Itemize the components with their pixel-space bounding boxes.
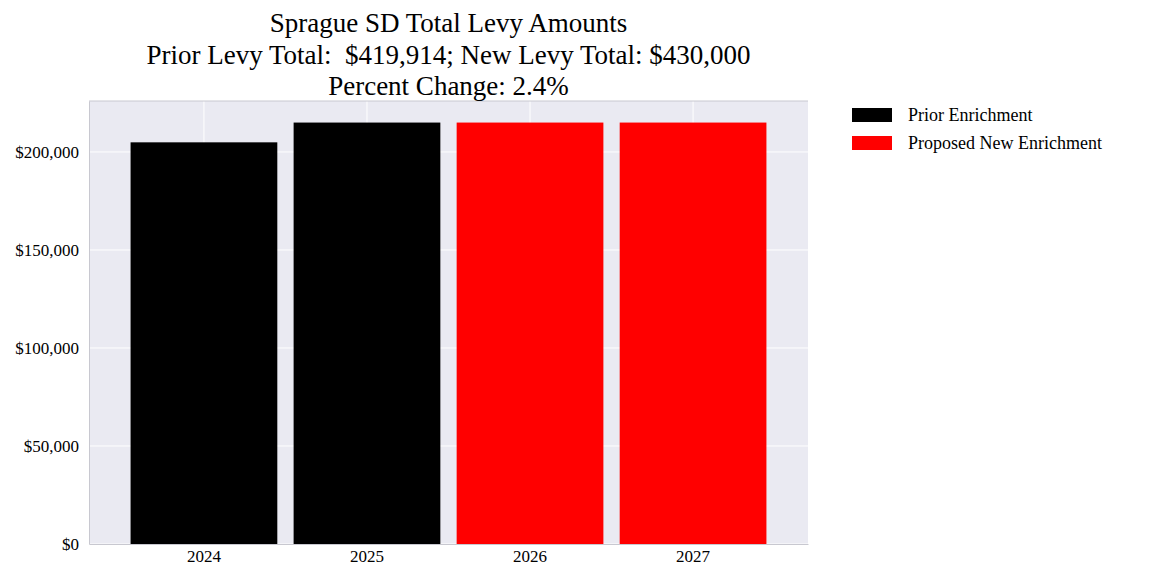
bar — [294, 123, 441, 544]
tick-label: $200,000 — [15, 143, 79, 162]
title-line: Sprague SD Total Levy Amounts — [270, 8, 628, 38]
title: Sprague SD Total Levy AmountsPrior Levy … — [146, 8, 750, 101]
bar — [620, 123, 767, 544]
tick: $200,000 — [15, 143, 89, 162]
x-axis: 2024 2025 2026 2027 — [90, 544, 809, 566]
title-line: Prior Levy Total: $419,914; New Levy Tot… — [146, 40, 750, 70]
tick: $0 — [62, 535, 89, 554]
legend-label: Proposed New Enrichment — [908, 133, 1102, 153]
legend-item: Proposed New Enrichment — [852, 133, 1102, 153]
plot-background — [89, 101, 808, 544]
tick: 2026 — [513, 544, 547, 566]
tick: 2025 — [350, 544, 384, 566]
title-line: Percent Change: 2.4% — [328, 71, 569, 101]
bar — [457, 123, 604, 544]
tick: 2027 — [676, 544, 711, 566]
legend-item: Prior Enrichment — [852, 105, 1032, 125]
legend-label: Prior Enrichment — [908, 105, 1032, 125]
y-axis: $0 $50,000 $100,000 $150,000 $200,000 — [15, 102, 89, 554]
tick: 2024 — [187, 544, 222, 566]
bars — [131, 123, 767, 544]
legend: Prior Enrichment Proposed New Enrichment — [852, 105, 1102, 153]
grid — [89, 101, 808, 544]
tick: $100,000 — [15, 339, 89, 358]
tick-label: $50,000 — [24, 437, 79, 456]
tick-label: $0 — [62, 535, 79, 554]
tick: $50,000 — [24, 437, 89, 456]
tick-label: 2024 — [187, 547, 222, 566]
legend-swatch — [852, 108, 892, 122]
axis-line — [89, 102, 90, 545]
chart: $0$50,000$100,000$150,000$200,0002024202… — [0, 0, 1152, 576]
legend-swatch — [852, 136, 892, 150]
tick-label: $100,000 — [15, 339, 79, 358]
bar — [131, 142, 278, 544]
axis-line — [90, 544, 809, 545]
tick-label: $150,000 — [15, 241, 79, 260]
tick: $150,000 — [15, 241, 89, 260]
tick-label: 2025 — [350, 547, 384, 566]
tick-label: 2027 — [676, 547, 711, 566]
tick-label: 2026 — [513, 547, 547, 566]
